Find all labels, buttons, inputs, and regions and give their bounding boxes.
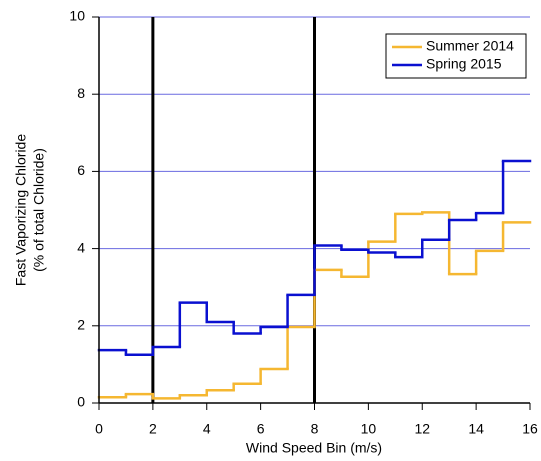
legend-label: Spring 2015 (426, 56, 502, 72)
y-tick-label: 10 (69, 8, 85, 24)
y-tick-label: 4 (77, 239, 85, 255)
legend-box (385, 33, 527, 79)
x-tick-label: 16 (522, 421, 538, 437)
y-tick-label: 2 (77, 317, 85, 333)
x-tick-label: 10 (361, 421, 377, 437)
y-axis-label: Fast Vaporizing Chloride (13, 134, 29, 286)
y-tick-label: 6 (77, 162, 85, 178)
x-tick-label: 2 (149, 421, 157, 437)
y-tick-label: 0 (77, 394, 85, 410)
x-tick-label: 0 (95, 421, 103, 437)
x-tick-label: 6 (257, 421, 265, 437)
x-tick-label: 4 (203, 421, 211, 437)
x-tick-label: 12 (414, 421, 430, 437)
legend-label: Summer 2014 (426, 38, 514, 54)
x-axis-label: Wind Speed Bin (m/s) (246, 440, 382, 456)
y-axis-label: (% of total Chloride) (31, 148, 47, 272)
x-tick-label: 14 (468, 421, 484, 437)
x-tick-label: 8 (311, 421, 319, 437)
y-tick-label: 8 (77, 85, 85, 101)
